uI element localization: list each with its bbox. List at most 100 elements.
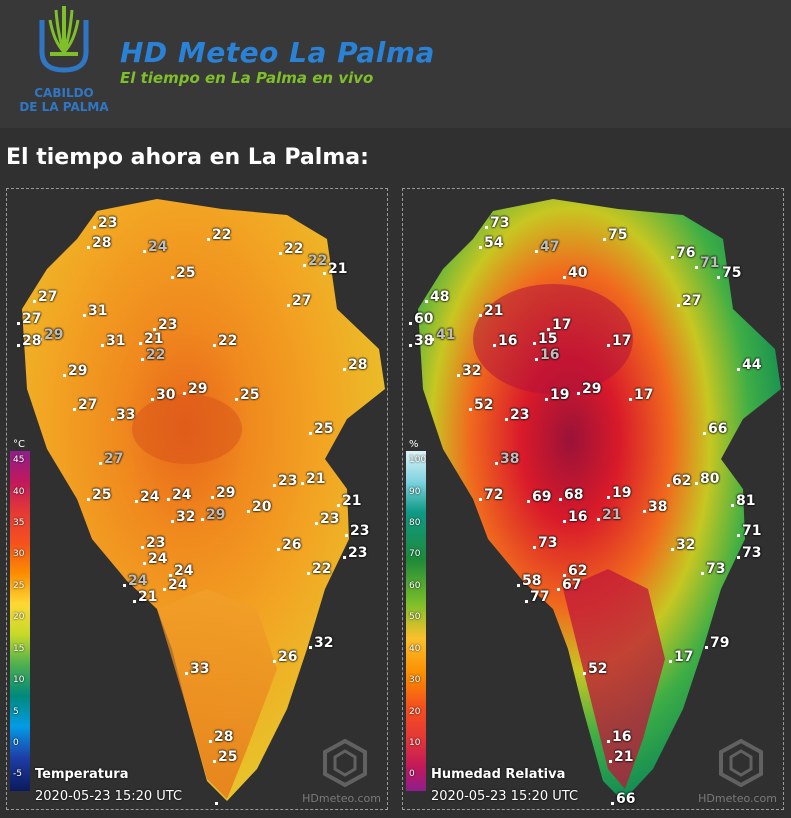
temperature-reading: 25 [87,487,111,503]
humidity-reading: 68 [559,487,583,503]
humidity-reading: 73 [737,545,761,561]
humidity-reading: 62 [667,473,691,489]
temperature-reading: 24 [143,551,167,567]
temperature-reading: 29 [63,363,87,379]
humidity-reading: 73 [485,215,509,231]
temperature-tick: 25 [13,581,25,591]
temperature-reading: 26 [273,649,297,665]
humidity-tick: 100 [409,455,427,465]
humidity-reading: 75 [603,227,627,243]
temperature-reading: 32 [309,635,333,651]
humidity-reading: 62 [563,563,587,579]
cabildo-logo-line1: CABILDO [34,86,94,100]
temperature-reading: 21 [323,261,347,277]
temperature-reading: 27 [33,289,57,305]
hdmeteo-logo-icon [719,739,763,787]
humidity-reading: 19 [607,485,631,501]
cabildo-logo-line2: DE LA PALMA [19,100,109,114]
site-title[interactable]: HD Meteo La Palma [120,36,435,69]
temperature-reading: 24 [135,489,159,505]
humidity-reading: 47 [535,239,559,255]
temperature-caption: Temperatura [35,767,129,782]
temperature-tick: 0 [13,738,19,748]
humidity-reading: 52 [583,661,607,677]
temperature-reading: 23 [153,317,177,333]
humidity-reading: 71 [737,523,761,539]
cabildo-logo-text: CABILDO DE LA PALMA [12,86,116,114]
humidity-reading: 52 [469,397,493,413]
temperature-legend-bar [10,451,30,791]
humidity-reading: 58 [517,573,541,589]
temperature-reading: 22 [213,333,237,349]
temperature-tick: 45 [13,455,25,465]
humidity-caption: Humedad Relativa [431,767,566,782]
temperature-reading: 27 [287,293,311,309]
temperature-reading: 23 [93,215,117,231]
temperature-tick: 40 [13,487,25,497]
temperature-reading: 23 [141,535,165,551]
humidity-reading: 38 [495,451,519,467]
temperature-reading: 20 [247,499,271,515]
humidity-reading: 17 [607,333,631,349]
humidity-reading: 71 [695,255,719,271]
humidity-reading: 69 [527,489,551,505]
humidity-reading: 21 [479,303,503,319]
humidity-tick: 0 [409,769,415,779]
humidity-tick: 90 [409,487,421,497]
temperature-reading: 27 [17,311,41,327]
page-title: El tiempo ahora en La Palma: [6,145,369,170]
humidity-reading: 77 [525,589,549,605]
humidity-reading: 40 [563,265,587,281]
humidity-reading: 75 [717,265,741,281]
humidity-reading: 27 [677,293,701,309]
temperature-reading: 27 [73,397,97,413]
temperature-tick: 30 [13,549,25,559]
humidity-reading: 41 [431,327,455,343]
temperature-tick: 20 [13,612,25,622]
temperature-tick: 10 [13,675,25,685]
temperature-tick: 5 [13,707,19,717]
temperature-tick: 35 [13,518,25,528]
humidity-reading: 79 [705,635,729,651]
humidity-tick: 40 [409,644,421,654]
humidity-tick: 50 [409,612,421,622]
humidity-reading: 16 [563,509,587,525]
cabildo-logo[interactable]: CABILDO DE LA PALMA [12,6,116,116]
humidity-reading: 32 [457,363,481,379]
humidity-island-map [418,199,781,801]
temperature-tick: -5 [13,769,22,779]
humidity-watermark: HDmeteo.com [698,792,777,805]
humidity-tick: 10 [409,738,421,748]
temperature-island-map [22,199,385,801]
humidity-tick: 60 [409,581,421,591]
temperature-reading: 24 [143,239,167,255]
humidity-tick: 80 [409,518,421,528]
temperature-watermark: HDmeteo.com [302,792,381,805]
humidity-reading: 16 [493,333,517,349]
site-header: CABILDO DE LA PALMA HD Meteo La Palma El… [0,0,791,128]
humidity-reading: 73 [701,561,725,577]
humidity-tick: 70 [409,549,421,559]
temperature-reading: 31 [101,333,125,349]
temperature-reading: 27 [99,451,123,467]
cabildo-emblem-icon [39,6,89,73]
humidity-reading: 38 [643,499,667,515]
temperature-reading: 23 [273,473,297,489]
temperature-map-panel[interactable]: °C 45 40 35 30 25 20 15 10 5 0 -5 23 28 … [6,188,388,810]
site-subtitle: El tiempo en La Palma en vivo [120,69,374,87]
temperature-reading: 24 [167,487,191,503]
temperature-legend-unit: °C [13,439,25,450]
humidity-reading: 29 [577,381,601,397]
humidity-map-panel[interactable]: % 100 90 80 70 60 50 40 30 20 10 0 73 54… [402,188,784,810]
humidity-reading: 80 [695,471,719,487]
temperature-reading: 28 [87,235,111,251]
temperature-reading: 23 [315,511,339,527]
humidity-reading: 66 [703,421,727,437]
temperature-reading: 33 [185,661,209,677]
humidity-reading: 17 [547,317,571,333]
humidity-reading: 81 [731,493,755,509]
temperature-reading: 29 [39,327,63,343]
humidity-reading: 67 [557,577,581,593]
temperature-reading: 28 [209,729,233,745]
temperature-reading: 22 [207,227,231,243]
